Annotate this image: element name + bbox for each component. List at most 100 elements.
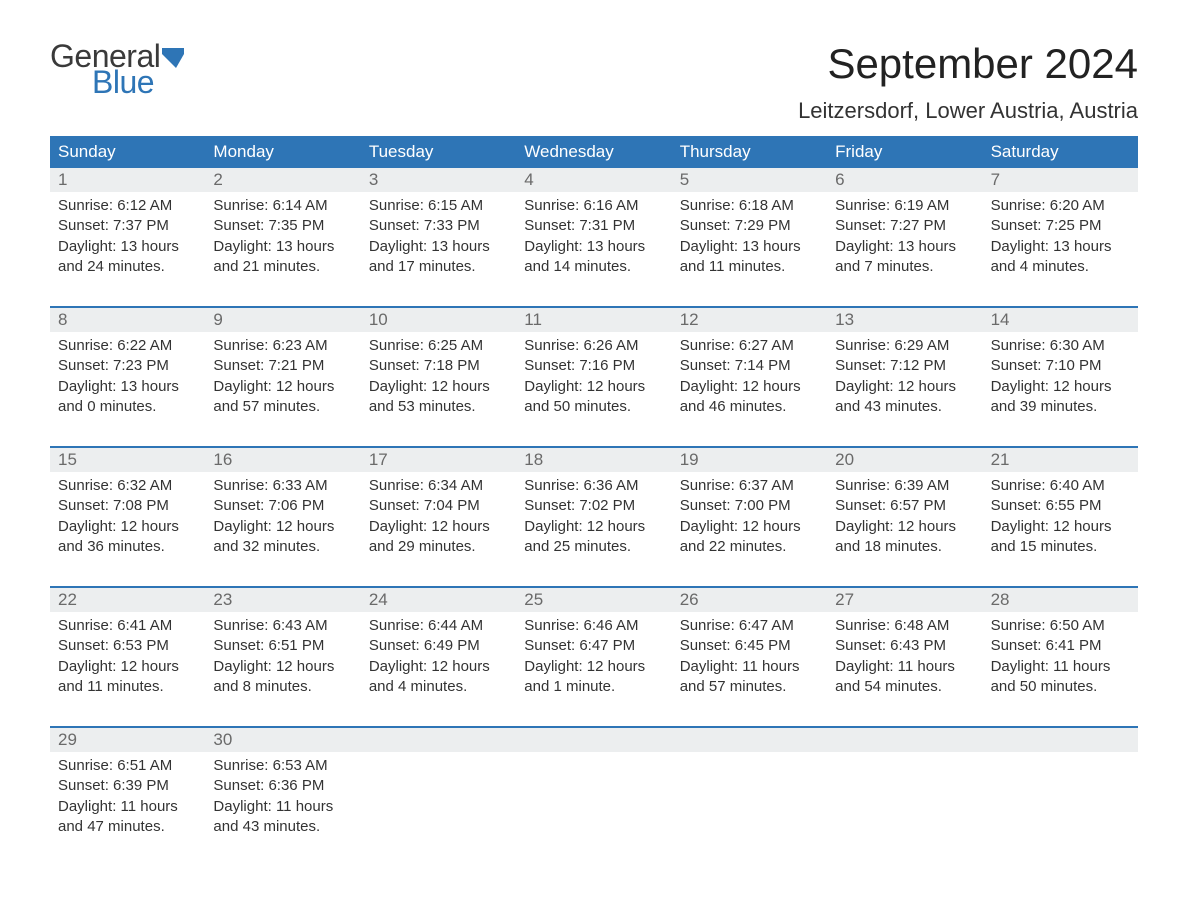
day-number-row: 30 — [205, 728, 360, 752]
day-sunrise: Sunrise: 6:40 AM — [991, 476, 1130, 496]
day-sunset: Sunset: 6:49 PM — [369, 636, 508, 656]
day-number-row: 19 — [672, 448, 827, 472]
day-number: 17 — [369, 450, 388, 469]
weekday-header-cell: Thursday — [672, 136, 827, 168]
day-d1: Daylight: 13 hours — [991, 237, 1130, 257]
day-sunrise: Sunrise: 6:25 AM — [369, 336, 508, 356]
day-d1: Daylight: 12 hours — [680, 377, 819, 397]
day-sunrise: Sunrise: 6:46 AM — [524, 616, 663, 636]
day-number: 23 — [213, 590, 232, 609]
day-sunrise: Sunrise: 6:20 AM — [991, 196, 1130, 216]
day-number-row: 26 — [672, 588, 827, 612]
weekday-header-cell: Sunday — [50, 136, 205, 168]
day-d2: and 50 minutes. — [991, 677, 1130, 697]
day-number: 3 — [369, 170, 378, 189]
day-sunrise: Sunrise: 6:43 AM — [213, 616, 352, 636]
day-d2: and 4 minutes. — [991, 257, 1130, 277]
calendar: SundayMondayTuesdayWednesdayThursdayFrid… — [50, 136, 1138, 856]
day-sunrise: Sunrise: 6:27 AM — [680, 336, 819, 356]
calendar-day: 26Sunrise: 6:47 AMSunset: 6:45 PMDayligh… — [672, 588, 827, 716]
calendar-day: 16Sunrise: 6:33 AMSunset: 7:06 PMDayligh… — [205, 448, 360, 576]
day-number: 13 — [835, 310, 854, 329]
day-d2: and 57 minutes. — [213, 397, 352, 417]
day-d1: Daylight: 12 hours — [213, 657, 352, 677]
day-number-row: 25 — [516, 588, 671, 612]
weekday-header-cell: Wednesday — [516, 136, 671, 168]
day-d1: Daylight: 12 hours — [213, 377, 352, 397]
day-number-row: 27 — [827, 588, 982, 612]
day-sunset: Sunset: 6:39 PM — [58, 776, 197, 796]
day-d2: and 54 minutes. — [835, 677, 974, 697]
day-d2: and 17 minutes. — [369, 257, 508, 277]
day-sunrise: Sunrise: 6:34 AM — [369, 476, 508, 496]
day-sunrise: Sunrise: 6:15 AM — [369, 196, 508, 216]
calendar-week: 1 Sunrise: 6:12 AMSunset: 7:37 PM Daylight… — [50, 168, 1138, 296]
day-number-row: 3 — [361, 168, 516, 192]
day-d2: and 43 minutes. — [835, 397, 974, 417]
day-sunset: Sunset: 7:08 PM — [58, 496, 197, 516]
day-d1: Daylight: 13 hours — [369, 237, 508, 257]
day-d2: and 53 minutes. — [369, 397, 508, 417]
day-d1: Daylight: 13 hours — [524, 237, 663, 257]
day-sunrise: Sunrise: 6:50 AM — [991, 616, 1130, 636]
calendar-day: 24Sunrise: 6:44 AMSunset: 6:49 PMDayligh… — [361, 588, 516, 716]
day-sunset: Sunset: 7:14 PM — [680, 356, 819, 376]
day-sunrise: Sunrise: 6:30 AM — [991, 336, 1130, 356]
calendar-day: 14Sunrise: 6:30 AMSunset: 7:10 PMDayligh… — [983, 308, 1138, 436]
day-sunset: Sunset: 6:53 PM — [58, 636, 197, 656]
day-d1: Daylight: 12 hours — [524, 517, 663, 537]
day-sunrise: Sunrise: 6:22 AM — [58, 336, 197, 356]
day-number: 12 — [680, 310, 699, 329]
day-sunrise: Sunrise: 6:19 AM — [835, 196, 974, 216]
day-number: 1 — [58, 170, 67, 189]
day-number: 30 — [213, 730, 232, 749]
day-number: 28 — [991, 590, 1010, 609]
day-d1: Daylight: 12 hours — [524, 657, 663, 677]
day-number-row: . — [827, 728, 982, 752]
title-block: September 2024 Leitzersdorf, Lower Austr… — [798, 40, 1138, 124]
calendar-day: 5Sunrise: 6:18 AMSunset: 7:29 PMDaylight… — [672, 168, 827, 296]
calendar-week: 15 Sunrise: 6:32 AMSunset: 7:08 PM Dayligh… — [50, 446, 1138, 576]
day-sunset: Sunset: 7:31 PM — [524, 216, 663, 236]
day-number-row: 9 — [205, 308, 360, 332]
day-d1: Daylight: 11 hours — [213, 797, 352, 817]
day-number-row: 2 — [205, 168, 360, 192]
day-d1: Daylight: 12 hours — [680, 517, 819, 537]
day-d1: Daylight: 12 hours — [369, 657, 508, 677]
calendar-day: 3Sunrise: 6:15 AMSunset: 7:33 PMDaylight… — [361, 168, 516, 296]
calendar-day: 1Sunrise: 6:12 AMSunset: 7:37 PMDaylight… — [50, 168, 205, 296]
calendar-day: 2Sunrise: 6:14 AMSunset: 7:35 PMDaylight… — [205, 168, 360, 296]
day-sunset: Sunset: 6:41 PM — [991, 636, 1130, 656]
day-d2: and 50 minutes. — [524, 397, 663, 417]
day-d1: Daylight: 12 hours — [991, 517, 1130, 537]
day-sunset: Sunset: 7:18 PM — [369, 356, 508, 376]
day-sunrise: Sunrise: 6:32 AM — [58, 476, 197, 496]
day-d1: Daylight: 12 hours — [369, 377, 508, 397]
day-number-row: 11 — [516, 308, 671, 332]
location-text: Leitzersdorf, Lower Austria, Austria — [798, 98, 1138, 124]
day-number-row: 5 — [672, 168, 827, 192]
day-d1: Daylight: 12 hours — [835, 377, 974, 397]
day-d2: and 14 minutes. — [524, 257, 663, 277]
day-sunrise: Sunrise: 6:14 AM — [213, 196, 352, 216]
day-sunrise: Sunrise: 6:12 AM — [58, 196, 197, 216]
calendar-day: 22Sunrise: 6:41 AMSunset: 6:53 PMDayligh… — [50, 588, 205, 716]
day-sunrise: Sunrise: 6:41 AM — [58, 616, 197, 636]
day-number-row: 21 — [983, 448, 1138, 472]
day-sunset: Sunset: 6:36 PM — [213, 776, 352, 796]
day-number-row: . — [983, 728, 1138, 752]
day-number-row: 7 — [983, 168, 1138, 192]
calendar-week: 8Sunrise: 6:22 AMSunset: 7:23 PMDaylight… — [50, 306, 1138, 436]
day-d2: and 39 minutes. — [991, 397, 1130, 417]
day-number: 18 — [524, 450, 543, 469]
calendar-day: . — [516, 728, 671, 856]
day-number-row: 22 — [50, 588, 205, 612]
day-sunset: Sunset: 7:10 PM — [991, 356, 1130, 376]
day-sunset: Sunset: 7:37 PM — [58, 216, 197, 236]
day-number-row: 28 — [983, 588, 1138, 612]
day-number-row: 15 — [50, 448, 205, 472]
day-sunrise: Sunrise: 6:37 AM — [680, 476, 819, 496]
calendar-day: 30Sunrise: 6:53 AMSunset: 6:36 PMDayligh… — [205, 728, 360, 856]
calendar-day: 17Sunrise: 6:34 AMSunset: 7:04 PMDayligh… — [361, 448, 516, 576]
calendar-day: 10Sunrise: 6:25 AMSunset: 7:18 PMDayligh… — [361, 308, 516, 436]
